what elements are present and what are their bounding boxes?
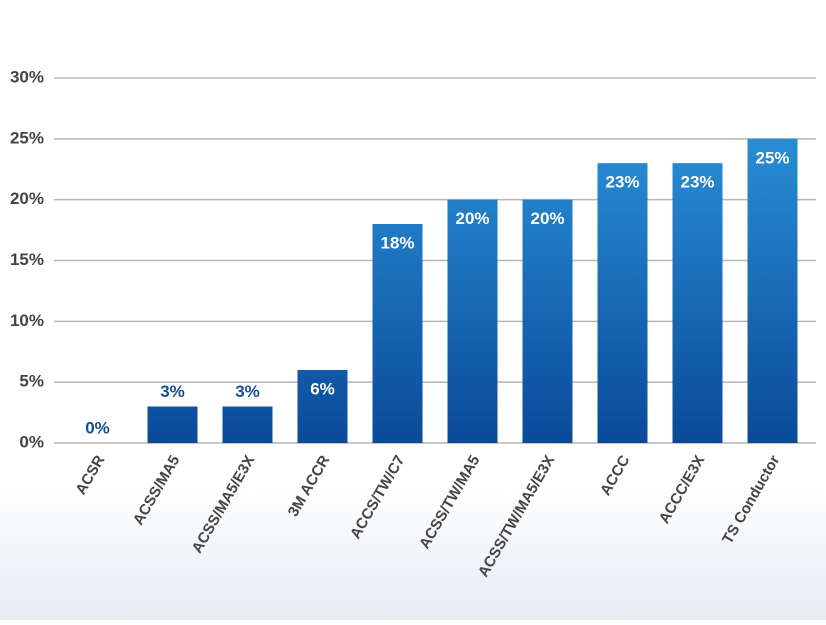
bar xyxy=(297,370,348,443)
y-tick-label: 25% xyxy=(10,128,44,147)
y-tick-label: 0% xyxy=(19,432,44,451)
y-tick-label: 30% xyxy=(10,67,44,86)
value-label: 23% xyxy=(605,173,639,192)
bar xyxy=(447,199,498,443)
value-label: 3% xyxy=(160,382,185,401)
value-label: 18% xyxy=(380,233,414,252)
value-label: 23% xyxy=(680,173,714,192)
y-tick-label: 5% xyxy=(19,372,44,391)
value-label: 3% xyxy=(235,382,260,401)
bar xyxy=(222,406,273,443)
bar xyxy=(672,163,723,443)
value-label: 20% xyxy=(530,209,564,228)
value-label: 6% xyxy=(310,379,335,398)
value-label: 0% xyxy=(85,418,110,437)
y-tick-label: 15% xyxy=(10,250,44,269)
bar xyxy=(522,199,573,443)
value-label: 25% xyxy=(755,148,789,167)
bar xyxy=(747,138,798,444)
value-label: 20% xyxy=(455,209,489,228)
y-tick-label: 20% xyxy=(10,189,44,208)
bar xyxy=(372,224,423,443)
bar xyxy=(597,163,648,443)
bar xyxy=(147,406,198,443)
y-tick-label: 10% xyxy=(10,311,44,330)
